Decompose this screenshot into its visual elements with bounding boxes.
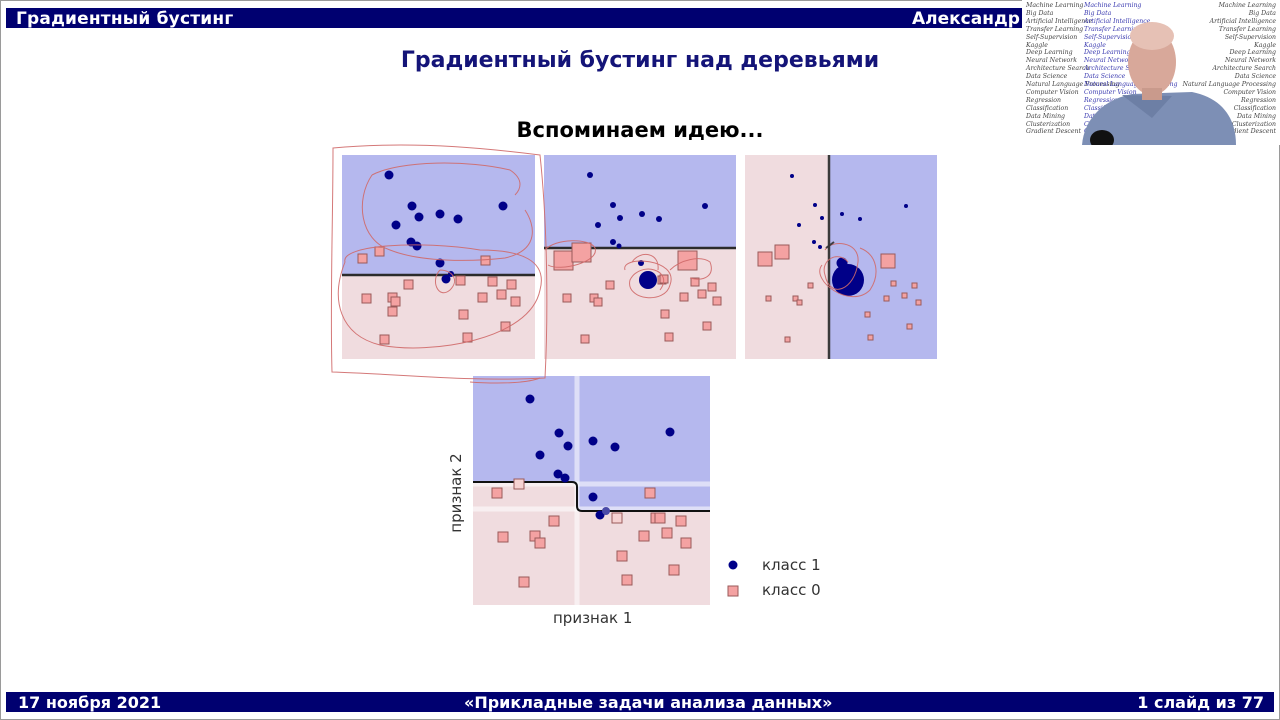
webcam-keyword: Architecture Search <box>1026 65 1090 73</box>
author-name: Александр Д <box>912 9 1041 29</box>
webcam-keyword: Natural Language Processing <box>1182 81 1276 88</box>
webcam-keyword: Clusterization <box>1026 120 1071 128</box>
webcam-keyword: Self-Supervision <box>1084 33 1136 41</box>
panel-ensemble <box>473 376 710 605</box>
webcam-keyword: Self-Supervision <box>1026 33 1078 41</box>
webcam-keyword: Regression <box>1084 96 1119 104</box>
webcam-keyword: Neural Network <box>1084 57 1135 65</box>
webcam-keyword: Data Mining <box>1026 112 1066 120</box>
lecture-date: 17 ноября 2021 <box>18 693 162 712</box>
webcam-keyword: Architecture Search <box>1084 65 1148 73</box>
webcam-keyword: Neural Network <box>1026 57 1077 65</box>
webcam-keyword: Classification <box>1233 104 1276 112</box>
webcam-keyword: Kaggle <box>1254 41 1276 49</box>
slide-title: Градиентный бустинг над деревьями <box>400 48 880 73</box>
pen-annotations <box>330 144 877 384</box>
webcam-keyword: Transfer Learning <box>1026 25 1084 33</box>
panel-tree-1 <box>342 155 535 359</box>
slide-subtitle: Вспоминаем идею... <box>516 118 764 142</box>
webcam-keyword: Data Science <box>1234 73 1276 81</box>
webcam-keyword: Machine Learning <box>1084 2 1142 9</box>
webcam-keyword: Machine Learning <box>1026 2 1084 9</box>
webcam-keyword: Machine Learning <box>1218 2 1276 9</box>
webcam-keyword: Self-Supervision <box>1224 33 1276 41</box>
legend-class1-label: класс 1 <box>762 556 821 574</box>
webcam-keyword: Deep Learning <box>1026 49 1073 57</box>
webcam-keyword: Gradient Descent <box>1220 128 1276 136</box>
webcam-keyword: Big Data <box>1026 9 1054 17</box>
webcam-keyword: Kaggle <box>1084 41 1106 49</box>
presenter-video <box>1082 22 1236 145</box>
webcam-overlay: Machine Learning Machine Learning Big Data… <box>1022 0 1280 145</box>
webcam-keyword: Deep Learning <box>1084 49 1131 57</box>
footer-bar: 17 ноября 2021 «Прикладные задачи анализ… <box>6 692 1274 712</box>
webcam-keyword: Data Science <box>1084 73 1126 81</box>
class0-points <box>357 246 521 345</box>
webcam-keyword: Big Data <box>1084 9 1112 17</box>
webcam-keyword: Deep Learning <box>1229 49 1276 57</box>
webcam-keyword: Computer Vision <box>1223 88 1276 96</box>
y-axis-label: признак 2 <box>447 453 465 533</box>
webcam-keyword: Transfer Learning <box>1218 25 1276 33</box>
webcam-keyword: Computer Vision <box>1026 88 1079 96</box>
webcam-keyword: Artificial Intelligence <box>1084 17 1151 25</box>
webcam-keyword: Regression <box>1026 96 1061 104</box>
webcam-keyword: Big Data <box>1248 9 1276 17</box>
webcam-keyword: Artificial Intelligence <box>1026 17 1093 25</box>
webcam-keyword: Clusterization <box>1231 120 1276 128</box>
webcam-keyword: Gradient Descent <box>1026 128 1082 136</box>
x-axis-label: признак 1 <box>553 609 633 627</box>
lecture-topic: Градиентный бустинг <box>16 9 234 29</box>
webcam-keyword: Regression <box>1241 96 1276 104</box>
panel-tree-3 <box>745 155 937 359</box>
panel-tree-2 <box>544 155 736 359</box>
legend-class1-marker <box>728 560 738 570</box>
webcam-keyword: Data Science <box>1026 73 1068 81</box>
webcam-keyword: Architecture Search <box>1212 65 1276 73</box>
header-bar: Градиентный бустинг Александр Д <box>6 8 1274 29</box>
legend-class0-label: класс 0 <box>762 581 821 599</box>
webcam-keyword: Neural Network <box>1225 57 1276 65</box>
webcam-keyword: Data Mining <box>1236 112 1276 120</box>
webcam-keyword: Natural Language Processing <box>1084 81 1178 88</box>
slide-counter: 1 слайд из 77 <box>1137 693 1264 712</box>
legend-class0-marker <box>727 585 739 597</box>
webcam-keyword: Kaggle <box>1026 41 1048 49</box>
webcam-keyword: Computer Vision <box>1084 88 1137 96</box>
course-title: «Прикладные задачи анализа данных» <box>464 693 833 712</box>
webcam-keyword: Artificial Intelligence <box>1209 17 1276 25</box>
webcam-keyword: Natural Language Processing <box>1026 81 1120 88</box>
webcam-keyword: Transfer Learning <box>1084 25 1142 33</box>
webcam-keyword: Classification <box>1026 104 1069 112</box>
